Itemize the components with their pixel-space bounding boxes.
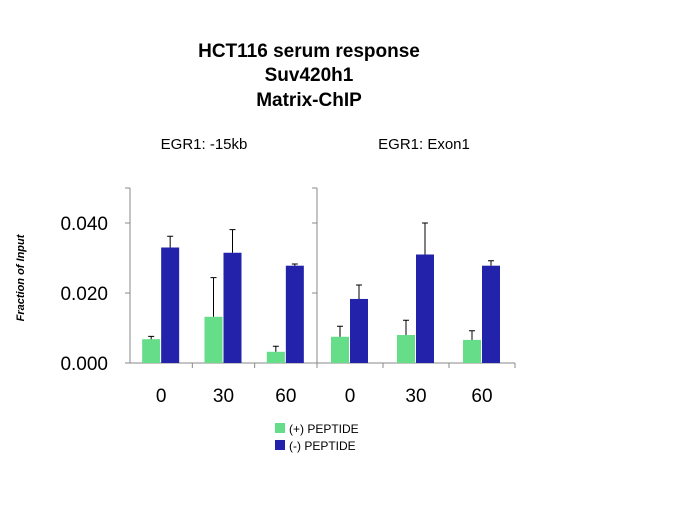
- panels: EGR1: -15kb 0 30 60 EGR1: Exon1 0 30 60: [125, 136, 516, 407]
- x-tick-label: 60: [471, 386, 492, 407]
- bar-minus-peptide: [223, 252, 242, 363]
- error-bar: [337, 325, 343, 337]
- y-tick-label: 0.040: [60, 214, 108, 235]
- y-tick-label: 0.000: [60, 354, 108, 375]
- error-bar: [167, 235, 174, 248]
- legend-swatch: [275, 440, 285, 450]
- error-bar: [148, 335, 155, 340]
- error-bar: [422, 222, 428, 255]
- error-bar: [403, 319, 409, 335]
- bar-minus-peptide: [161, 247, 180, 363]
- bar-plus-peptide: [397, 335, 415, 363]
- bar-minus-peptide: [482, 265, 500, 363]
- bar-minus-peptide: [416, 254, 434, 363]
- error-bar: [356, 284, 362, 299]
- panel-title: EGR1: -15kb: [161, 136, 248, 153]
- legend-label: (-) PEPTIDE: [289, 439, 356, 453]
- panel-1: EGR1: -15kb 0 30 60: [125, 136, 318, 407]
- x-tick-label: 0: [345, 386, 356, 407]
- bar-plus-peptide: [331, 336, 349, 363]
- bar-plus-peptide: [204, 316, 223, 363]
- bar-plus-peptide: [266, 351, 285, 363]
- bar-minus-peptide: [285, 265, 304, 363]
- error-bar: [272, 345, 279, 352]
- error-bar: [291, 263, 298, 266]
- chart-title-line-1: HCT116 serum response: [198, 41, 420, 62]
- chart-title-line-3: Matrix-ChIP: [256, 90, 362, 111]
- y-tick-label: 0.020: [60, 284, 108, 305]
- x-tick-label: 30: [405, 386, 426, 407]
- bar-minus-peptide: [350, 298, 368, 363]
- x-tick-label: 60: [275, 386, 296, 407]
- bar-plus-peptide: [463, 339, 481, 363]
- error-bar: [210, 277, 217, 317]
- panel-2: EGR1: Exon1 0 30 60: [312, 136, 516, 407]
- y-axis-label-group: Fraction of Input: [15, 233, 27, 321]
- bar-plus-peptide: [142, 339, 161, 363]
- error-bar: [488, 260, 494, 266]
- y-axis-label: Fraction of Input: [15, 233, 27, 321]
- error-bar: [469, 330, 475, 340]
- x-tick-label: 30: [213, 386, 234, 407]
- chart-title: HCT116 serum response Suv420h1 Matrix-ChIP: [198, 41, 420, 111]
- chart-title-line-2: Suv420h1: [265, 65, 354, 86]
- panel-title: EGR1: Exon1: [378, 136, 470, 153]
- y-ticks: 0.000 0.020 0.040: [60, 214, 108, 375]
- error-bar: [229, 229, 236, 253]
- x-tick-label: 0: [156, 386, 167, 407]
- legend: (+) PEPTIDE (-) PEPTIDE: [275, 422, 359, 453]
- legend-swatch: [275, 423, 285, 433]
- legend-label: (+) PEPTIDE: [289, 422, 359, 436]
